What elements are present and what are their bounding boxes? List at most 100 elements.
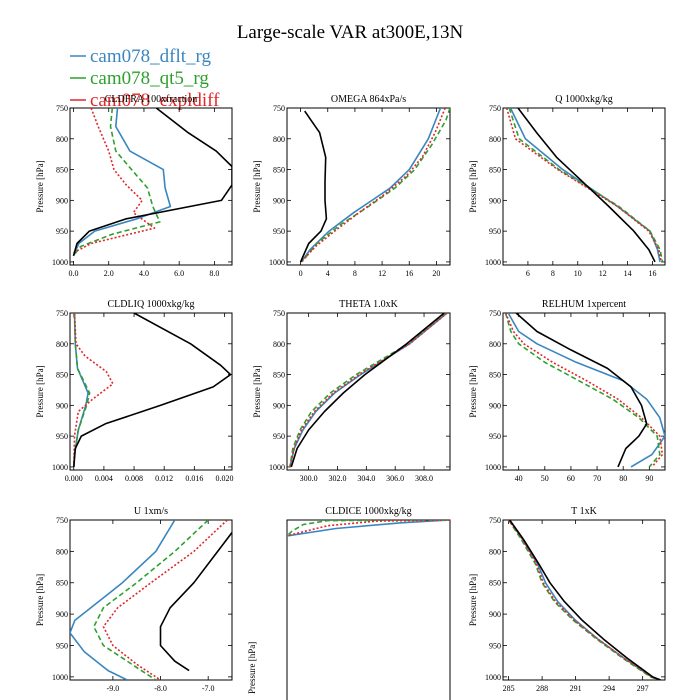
- y-tick-label: 800: [56, 135, 68, 144]
- series-line-cam078_qt5_rg: [287, 520, 450, 537]
- x-tick-label: 285: [503, 684, 515, 693]
- panel-title: U 1xm/s: [134, 506, 168, 517]
- y-tick-label: 1000: [52, 258, 68, 267]
- x-tick-label: 50: [541, 474, 549, 483]
- series-line-cam078_dflt_rg: [72, 108, 172, 257]
- series-group: [504, 313, 665, 468]
- y-tick-label: 800: [489, 135, 501, 144]
- series-line-cam078_qt5_rg: [508, 108, 664, 263]
- x-tick-label: 20: [432, 269, 440, 278]
- series-line-mean: [517, 108, 656, 263]
- x-tick-label: 291: [570, 684, 582, 693]
- y-tick-label: 750: [56, 104, 68, 113]
- plot-frame: [69, 519, 233, 681]
- series-group: [73, 313, 232, 467]
- series-line-cam078_dflt_rg: [73, 313, 89, 467]
- series-line-mean: [159, 532, 232, 672]
- panel: RELHUM 1xpercent Pressure [hPa] 750 800 850 9…: [468, 299, 666, 483]
- series-line-cam078_expldiff: [289, 313, 448, 468]
- x-tick-label: 60: [567, 474, 575, 483]
- x-tick-label: 6: [526, 269, 530, 278]
- y-tick-label: 1000: [485, 673, 501, 682]
- series-group: [289, 313, 448, 468]
- series-line-cam078_dflt_rg: [509, 520, 661, 680]
- y-axis-label: Pressure [hPa]: [468, 574, 478, 626]
- x-tick-label: 0.0: [69, 269, 79, 278]
- series-line-cam078_qt5_rg: [93, 520, 209, 680]
- x-tick-label: 0.004: [95, 474, 113, 483]
- x-tick-label: 304.0: [357, 474, 375, 483]
- series-line-cam078_dflt_rg: [287, 520, 450, 537]
- series-line-cam078_expldiff: [300, 108, 446, 263]
- y-tick-label: 950: [489, 227, 501, 236]
- legend: cam078_dflt_rgcam078_qt5_rgcam078_expldi…: [70, 46, 220, 111]
- y-tick-label: 800: [56, 340, 68, 349]
- series-line-cam078_dflt_rg: [509, 108, 661, 263]
- x-tick-label: 70: [593, 474, 601, 483]
- y-tick-label: 750: [56, 516, 68, 525]
- x-tick-label: 2.0: [104, 269, 114, 278]
- x-tick-label: 0.000: [65, 474, 83, 483]
- x-tick-label: 297: [637, 684, 649, 693]
- y-tick-label: 1000: [269, 463, 285, 472]
- y-tick-label: 1000: [52, 463, 68, 472]
- x-tick-label: 6.0: [174, 269, 184, 278]
- panel-title: Q 1000xkg/kg: [555, 94, 613, 105]
- x-tick-label: 14: [624, 269, 632, 278]
- legend-label: cam078_dflt_rg: [90, 46, 212, 67]
- x-tick-label: 4: [326, 269, 330, 278]
- y-tick-label: 750: [273, 104, 285, 113]
- series-group: [287, 520, 450, 537]
- series-line-cam078_qt5_rg: [301, 108, 450, 263]
- y-axis-label: Pressure [hPa]: [252, 160, 262, 212]
- panel: CLDICE 1000xkg/kg: [286, 506, 451, 700]
- x-tick-label: 8: [551, 269, 555, 278]
- y-tick-label: 800: [56, 547, 68, 556]
- y-tick-label: 950: [489, 432, 501, 441]
- series-group: [72, 108, 232, 257]
- x-tick-label: 0: [299, 269, 303, 278]
- y-tick-label: 850: [56, 166, 68, 175]
- plot-frame: [69, 312, 233, 471]
- cut-off-ylabel: Pressure [hPa]: [247, 642, 257, 694]
- x-tick-label: 8: [353, 269, 357, 278]
- y-tick-label: 1000: [52, 673, 68, 682]
- y-tick-label: 950: [56, 227, 68, 236]
- legend-label: cam078_qt5_rg: [90, 68, 209, 89]
- y-tick-label: 1000: [485, 258, 501, 267]
- y-axis-label: Pressure [hPa]: [35, 365, 45, 417]
- series-line-mean: [290, 313, 445, 468]
- y-tick-label: 900: [273, 401, 285, 410]
- x-tick-label: 4.0: [139, 269, 149, 278]
- y-tick-label: 850: [489, 371, 501, 380]
- series-line-cam078_qt5_rg: [507, 520, 660, 680]
- series-line-cam078_dflt_rg: [70, 520, 176, 680]
- y-tick-label: 800: [273, 135, 285, 144]
- x-tick-label: 10: [574, 269, 582, 278]
- y-tick-label: 950: [489, 641, 501, 650]
- x-tick-label: -7.0: [202, 684, 215, 693]
- x-tick-label: 302.0: [328, 474, 346, 483]
- series-line-mean: [73, 313, 232, 467]
- panel: CLDLIQ 1000xkg/kg Pressure [hPa] 750 800 850…: [35, 299, 233, 483]
- series-line-cam078_qt5_rg: [72, 108, 161, 257]
- series-line-cam078_expldiff: [505, 108, 663, 263]
- panel-title: CLDICE 1000xkg/kg: [325, 506, 411, 517]
- x-tick-label: 90: [645, 474, 653, 483]
- series-group: [505, 108, 664, 263]
- x-tick-label: 40: [515, 474, 523, 483]
- y-tick-label: 750: [489, 516, 501, 525]
- series-group: [70, 520, 232, 680]
- x-tick-label: 16: [405, 269, 413, 278]
- series-line-cam078_expldiff: [504, 313, 664, 468]
- series-group: [507, 520, 661, 680]
- plot-frame: [286, 107, 451, 266]
- x-tick-label: 0.016: [185, 474, 203, 483]
- y-axis-label: Pressure [hPa]: [35, 574, 45, 626]
- x-tick-label: 16: [649, 269, 657, 278]
- y-tick-label: 1000: [485, 463, 501, 472]
- panel-title: CLDLIQ 1000xkg/kg: [108, 299, 195, 310]
- series-line-cam078_dflt_rg: [507, 313, 665, 468]
- y-tick-label: 950: [273, 227, 285, 236]
